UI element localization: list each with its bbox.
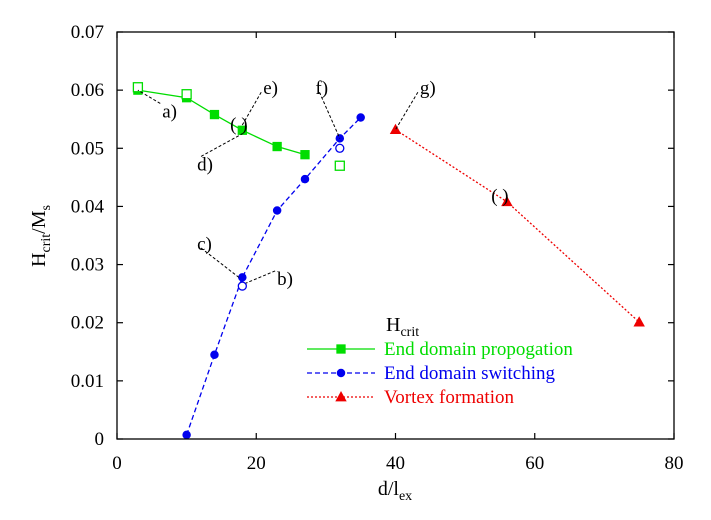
annotation-label: g) <box>420 78 436 99</box>
open-marker <box>335 143 345 153</box>
annotation-leader <box>318 92 341 139</box>
x-tick-label: 80 <box>665 453 684 474</box>
annotation-label: f) <box>315 78 328 99</box>
x-axis-title: d/lex <box>378 478 412 504</box>
y-tick-label: 0.06 <box>71 80 104 101</box>
data-point <box>356 113 365 122</box>
annotation-leader <box>137 89 161 104</box>
series-line <box>395 129 640 323</box>
legend-marker <box>335 391 347 402</box>
open-marker <box>334 160 345 171</box>
annotation-label: ( ) <box>230 114 247 135</box>
legend-marker <box>336 368 346 378</box>
data-point <box>501 195 513 207</box>
annotation-label: e) <box>263 78 278 99</box>
data-point <box>272 206 282 215</box>
open-marker <box>181 89 192 100</box>
annotation-label: ( ) <box>491 186 508 207</box>
x-tick-label: 60 <box>525 453 544 474</box>
data-point <box>389 123 402 135</box>
legend-label: End domain switching <box>384 363 555 384</box>
y-tick-label: 0.07 <box>71 22 104 43</box>
y-axis-title: Hcrit/Ms <box>28 205 54 267</box>
open-marker <box>237 281 247 291</box>
y-tick-label: 0.02 <box>71 313 104 334</box>
annotation-label: b) <box>277 269 293 290</box>
x-tick-label: 0 <box>112 453 122 474</box>
legend: Hcrit End domain propogation End domain s… <box>307 314 573 408</box>
data-point <box>182 430 191 440</box>
x-tick-label: 20 <box>247 453 266 474</box>
annotation-leader <box>245 270 276 284</box>
data-point <box>238 273 247 282</box>
data-point <box>272 141 282 152</box>
annotation-label: a) <box>162 101 177 122</box>
data-point <box>633 316 645 327</box>
data-point <box>209 109 220 120</box>
y-tick-label: 0.01 <box>71 371 104 392</box>
legend-marker <box>336 344 346 354</box>
annotation-label: c) <box>197 234 212 255</box>
data-point <box>300 174 310 184</box>
annotation-leader <box>200 247 240 278</box>
y-tick-label: 0.03 <box>71 255 104 276</box>
ticks-layer: 0 20 40 60 80 0 0.01 0.02 0.03 0.04 0.05 0.06 0.07 <box>71 22 684 474</box>
annotation-leader <box>241 91 262 126</box>
annotation-label: d) <box>197 154 213 175</box>
open-marker <box>132 82 144 93</box>
plot-frame <box>116 31 675 440</box>
legend-label: End domain propogation <box>384 339 573 360</box>
y-tick-label: 0.04 <box>71 196 105 217</box>
legend-title: Hcrit <box>386 314 419 340</box>
y-tick-label: 0 <box>95 429 105 450</box>
legend-label: Vortex formation <box>384 387 514 408</box>
y-tick-label: 0.05 <box>71 138 104 159</box>
series-layer <box>132 82 645 440</box>
annotation-leader <box>200 133 243 157</box>
annotation-leader <box>395 91 419 130</box>
annotations-layer: a) b) c) d) e) f) g) ( ) ( ) <box>137 78 509 290</box>
data-point <box>300 150 310 160</box>
data-point <box>210 350 219 359</box>
x-tick-label: 40 <box>386 453 405 474</box>
